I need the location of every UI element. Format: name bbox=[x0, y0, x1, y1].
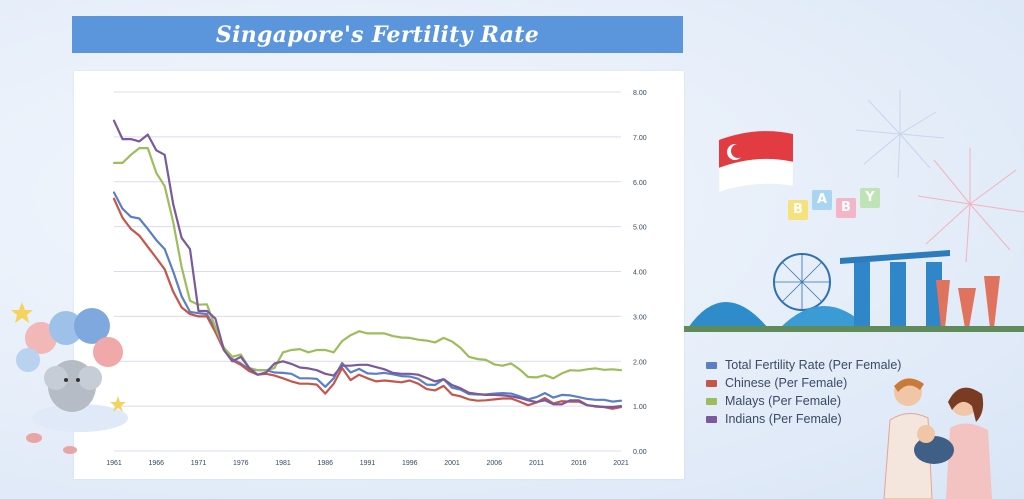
title-banner: Singapore's Fertility Rate bbox=[72, 16, 683, 53]
x-tick-label: 1991 bbox=[360, 460, 376, 467]
tower-icon bbox=[926, 262, 942, 328]
singapore-flag-icon bbox=[718, 131, 794, 193]
legend-item: Malays (Per Female) bbox=[706, 392, 906, 410]
star-icon bbox=[11, 302, 33, 323]
balloon-icon bbox=[93, 337, 123, 367]
x-tick-label: 1986 bbox=[317, 460, 333, 467]
series-line-0 bbox=[112, 191, 623, 403]
balloon-icon bbox=[16, 348, 40, 372]
tower-icon bbox=[854, 262, 870, 328]
legend-label: Malays (Per Female) bbox=[725, 394, 841, 408]
y-tick-label: 0.00 bbox=[633, 449, 647, 456]
series-line-3 bbox=[112, 119, 623, 409]
legend-swatch bbox=[706, 397, 717, 405]
supertree-icon bbox=[984, 276, 1000, 328]
bird-icon bbox=[63, 446, 77, 454]
x-tick-label: 1996 bbox=[402, 460, 418, 467]
baby-icon bbox=[914, 436, 954, 464]
supertree-icon bbox=[958, 288, 976, 328]
x-tick-label: 2001 bbox=[444, 460, 460, 467]
family-illustration bbox=[883, 378, 992, 499]
star-icon bbox=[110, 396, 126, 412]
chart-title: Singapore's Fertility Rate bbox=[215, 21, 540, 48]
cloud-icon bbox=[32, 404, 128, 432]
bird-icon bbox=[26, 433, 42, 443]
legend-item: Chinese (Per Female) bbox=[706, 374, 906, 392]
singapore-skyline-illustration bbox=[684, 250, 1024, 332]
legend-label: Total Fertility Rate (Per Female) bbox=[725, 358, 902, 372]
x-tick-label: 1961 bbox=[106, 460, 122, 467]
supertree-icon bbox=[936, 280, 950, 328]
legend-swatch bbox=[706, 415, 717, 423]
balloon-elephant-illustration bbox=[11, 302, 128, 454]
x-tick-label: 1981 bbox=[275, 460, 291, 467]
chart-panel: 0.00 1.00 2.00 3.00 4.00 5.00 6.00 7.00 8.00 1961… bbox=[74, 71, 684, 479]
x-tick-label: 2016 bbox=[571, 460, 587, 467]
fireworks-illustration bbox=[855, 90, 1024, 263]
y-tick-label: 7.00 bbox=[633, 135, 647, 142]
tower-icon bbox=[890, 262, 906, 328]
x-tick-label: 2011 bbox=[529, 460, 544, 467]
legend-item: Indians (Per Female) bbox=[706, 410, 906, 428]
dome-icon bbox=[688, 302, 768, 328]
series-line-2 bbox=[112, 146, 623, 380]
x-tick-label: 1971 bbox=[191, 460, 207, 467]
x-tick-label: 2006 bbox=[486, 460, 502, 467]
balloon-icon bbox=[25, 322, 57, 354]
line-chart: 0.00 1.00 2.00 3.00 4.00 5.00 6.00 7.00 8.00 1961… bbox=[106, 90, 647, 467]
dome-icon bbox=[780, 306, 868, 328]
baby-block-icon: A bbox=[812, 190, 832, 210]
balloon-icon bbox=[49, 311, 83, 345]
x-tick-label: 2021 bbox=[613, 460, 629, 467]
chart-legend: Total Fertility Rate (Per Female) Chinese… bbox=[706, 356, 906, 428]
y-tick-label: 6.00 bbox=[633, 180, 647, 187]
legend-label: Chinese (Per Female) bbox=[725, 376, 848, 390]
x-tick-label: 1966 bbox=[148, 460, 164, 467]
series-line-1 bbox=[112, 197, 623, 410]
legend-item: Total Fertility Rate (Per Female) bbox=[706, 356, 906, 374]
legend-label: Indians (Per Female) bbox=[725, 412, 842, 426]
y-tick-label: 8.00 bbox=[633, 90, 647, 97]
baby-block-icon: B bbox=[836, 198, 856, 218]
y-tick-label: 4.00 bbox=[633, 270, 647, 277]
x-tick-label: 1976 bbox=[233, 460, 249, 467]
baby-block-icon: B bbox=[788, 200, 808, 220]
legend-swatch bbox=[706, 361, 717, 369]
y-tick-label: 1.00 bbox=[633, 404, 647, 411]
y-tick-label: 2.00 bbox=[633, 359, 647, 366]
balloon-icon bbox=[74, 308, 110, 344]
skypark-icon bbox=[840, 250, 950, 264]
y-tick-label: 3.00 bbox=[633, 314, 647, 321]
y-tick-label: 5.00 bbox=[633, 225, 647, 232]
legend-swatch bbox=[706, 379, 717, 387]
baby-block-icon: Y bbox=[860, 188, 880, 208]
